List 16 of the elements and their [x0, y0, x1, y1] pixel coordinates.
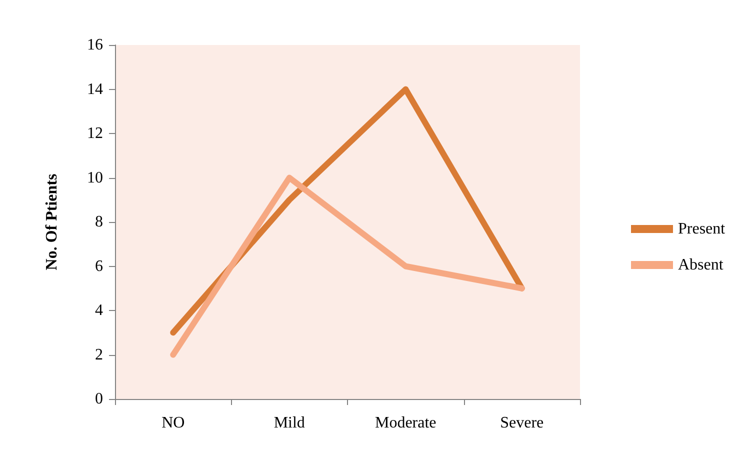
y-tick-label: 16 — [87, 36, 103, 54]
y-tick-label: 2 — [95, 346, 103, 364]
y-tick-label: 0 — [95, 390, 103, 408]
y-tick-label: 10 — [87, 169, 103, 186]
y-tick-label: 6 — [95, 258, 103, 275]
x-tick-label: Moderate — [374, 414, 436, 432]
y-tick-label: 12 — [87, 125, 103, 142]
x-tick-label: Mild — [274, 414, 305, 432]
x-tick-label: NO — [162, 414, 185, 432]
legend-label: Absent — [678, 256, 724, 274]
y-axis-title: No. Of Ptients — [44, 174, 60, 270]
legend-label: Present — [678, 220, 726, 238]
y-tick-label: 14 — [87, 80, 103, 98]
y-tick-label: 4 — [95, 302, 103, 319]
y-tick-label: 8 — [95, 214, 103, 230]
x-tick-label: Severe — [500, 414, 544, 432]
